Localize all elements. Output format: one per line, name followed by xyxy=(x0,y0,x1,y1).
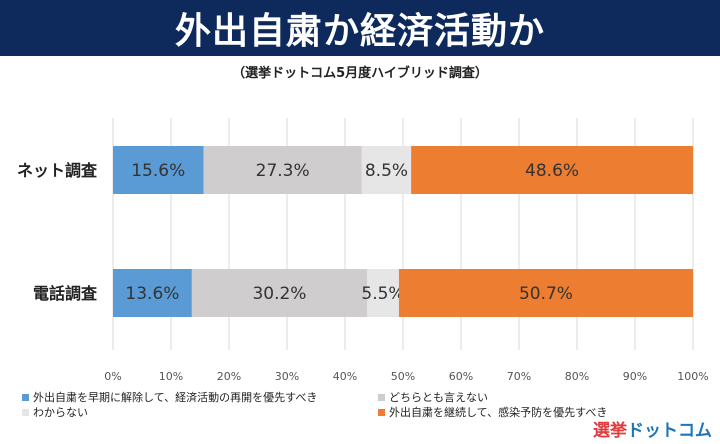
data-label: 15.6% xyxy=(131,161,185,181)
data-label: 48.6% xyxy=(525,161,579,181)
x-tick-label: 70% xyxy=(507,370,531,383)
logo-part-2: ドットコム xyxy=(627,420,712,441)
x-tick-label: 0% xyxy=(104,370,121,383)
x-tick-label: 80% xyxy=(565,370,589,383)
data-label: 30.2% xyxy=(252,284,306,304)
legend-label-neither: どちらとも言えない xyxy=(389,391,488,404)
legend-label-continue: 外出自粛を継続して、感染予防を優先すべき xyxy=(389,406,608,419)
x-tick-label: 90% xyxy=(623,370,647,383)
legend-swatch-blue xyxy=(22,393,29,401)
bar-segment xyxy=(113,269,192,317)
chart-title: 外出自粛か経済活動か xyxy=(174,11,545,52)
data-label: 50.7% xyxy=(519,284,573,304)
title-banner: 外出自粛か経済活動か xyxy=(0,0,720,56)
x-tick-label: 100% xyxy=(677,370,708,383)
legend-swatch-lightgray xyxy=(22,408,29,416)
bar-segment xyxy=(398,269,693,317)
bar-segment xyxy=(367,269,399,317)
category-label: ネット調査 xyxy=(17,161,97,180)
legend-label-early-reopen: 外出自粛を早期に解除して、経済活動の再開を優先すべき xyxy=(33,391,318,404)
logo-part-1: 選挙 xyxy=(593,420,627,441)
legend-item-neither: どちらとも言えない xyxy=(378,389,488,405)
legend-label-unknown: わからない xyxy=(33,406,88,419)
x-tick-label: 40% xyxy=(333,370,357,383)
bar-segment xyxy=(191,269,368,317)
bar-segment xyxy=(113,146,204,194)
category-label: 電話調査 xyxy=(33,284,97,303)
x-tick-label: 10% xyxy=(159,370,183,383)
chart-subtitle: （選挙ドットコム5月度ハイブリッド調査） xyxy=(232,66,488,81)
legend-item-early-reopen: 外出自粛を早期に解除して、経済活動の再開を優先すべき xyxy=(22,389,317,405)
legend-swatch-gray xyxy=(378,393,385,401)
bar-segment xyxy=(411,146,693,194)
x-tick-label: 60% xyxy=(449,370,473,383)
senkyo-dotcom-logo: 選挙 ドットコム xyxy=(593,416,712,441)
data-label: 27.3% xyxy=(256,161,310,181)
x-tick-label: 20% xyxy=(217,370,241,383)
bar-segment xyxy=(203,146,362,194)
data-label: 5.5% xyxy=(361,284,404,304)
legend-swatch-orange xyxy=(378,408,385,416)
bar-segment xyxy=(361,146,412,194)
x-tick-label: 30% xyxy=(275,370,299,383)
x-tick-label: 50% xyxy=(391,370,415,383)
legend-item-continue: 外出自粛を継続して、感染予防を優先すべき xyxy=(378,404,607,420)
data-label: 13.6% xyxy=(125,284,179,304)
chart-legend: 外出自粛を早期に解除して、経済活動の再開を優先すべき どちらとも言えない わから… xyxy=(22,389,662,421)
data-label: 8.5% xyxy=(365,161,408,181)
legend-item-unknown: わからない xyxy=(22,404,88,420)
